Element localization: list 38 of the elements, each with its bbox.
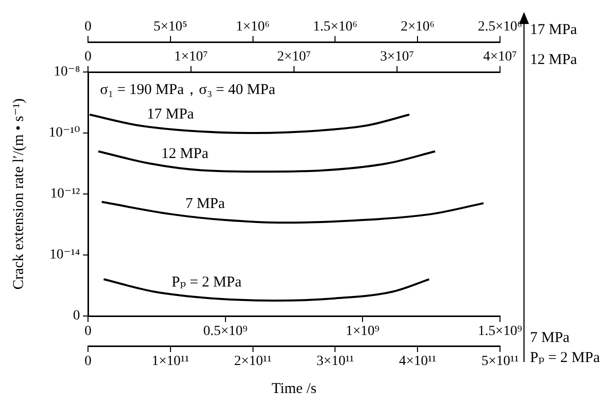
x2-tick-label: 2.5×10⁶ (478, 19, 522, 34)
text: Pₚ = 2 MPa (530, 350, 600, 366)
x-tick-label: 1×10⁹ (346, 324, 380, 340)
series-label: 12 MPa (161, 146, 209, 162)
line-series (102, 278, 430, 302)
text: 17 MPa (146, 106, 194, 123)
x2-tick-label: 2×10⁷ (277, 49, 312, 64)
y-tick-label: 10⁻⁸ (54, 64, 80, 80)
x2-tick-label: 0 (84, 19, 92, 34)
x2-tick-label: 2×10⁶ (400, 19, 435, 34)
legend-label: 17 MPa (530, 22, 578, 38)
x2-tick-label: 1.5×10⁶ (313, 19, 358, 34)
x-tick-label: 1×10¹¹ (152, 354, 190, 370)
x2-tick-label: 1×10⁷ (174, 49, 208, 64)
y-tick-label: 10⁻¹⁰ (48, 126, 80, 141)
x2-tick-label: 4×10⁷ (483, 49, 518, 64)
series-label: 7 MPa (185, 196, 226, 212)
x2-tick-label: 5×10⁵ (154, 19, 188, 34)
x-axis-title: Time /s (272, 380, 317, 397)
annotation: σ₁ = 190 MPa，σ₃ = 40 MPa (100, 82, 276, 98)
x-tick-label: 3×10¹¹ (316, 354, 354, 370)
x-tick-label: 1.5×10⁹ (478, 324, 522, 340)
y-tick-label: 0 (73, 308, 80, 324)
text: 12 MPa (530, 52, 578, 68)
y-tick-label: 10⁻¹² (50, 186, 80, 202)
series-label: Pₚ = 2 MPa (172, 274, 242, 290)
x-tick-label: 5×10¹¹ (481, 354, 519, 370)
x-tick-label: 0.5×10⁹ (203, 324, 248, 340)
x2-tick-label: 1×10⁶ (236, 19, 270, 34)
text: 7 MPa (530, 330, 570, 346)
x-tick-label: 2×10¹¹ (234, 354, 272, 370)
x-tick-label: 4×10¹¹ (398, 354, 436, 370)
y-tick-label: 10⁻¹⁴ (50, 248, 80, 263)
x2-tick-label: 3×10⁷ (380, 49, 414, 64)
x-tick-label: 0 (84, 354, 92, 370)
y-axis-title: Crack extension rate l′/(m • s⁻¹) (10, 98, 27, 290)
x2-tick-label: 0 (84, 49, 92, 64)
x-tick-label: 0 (84, 324, 92, 340)
